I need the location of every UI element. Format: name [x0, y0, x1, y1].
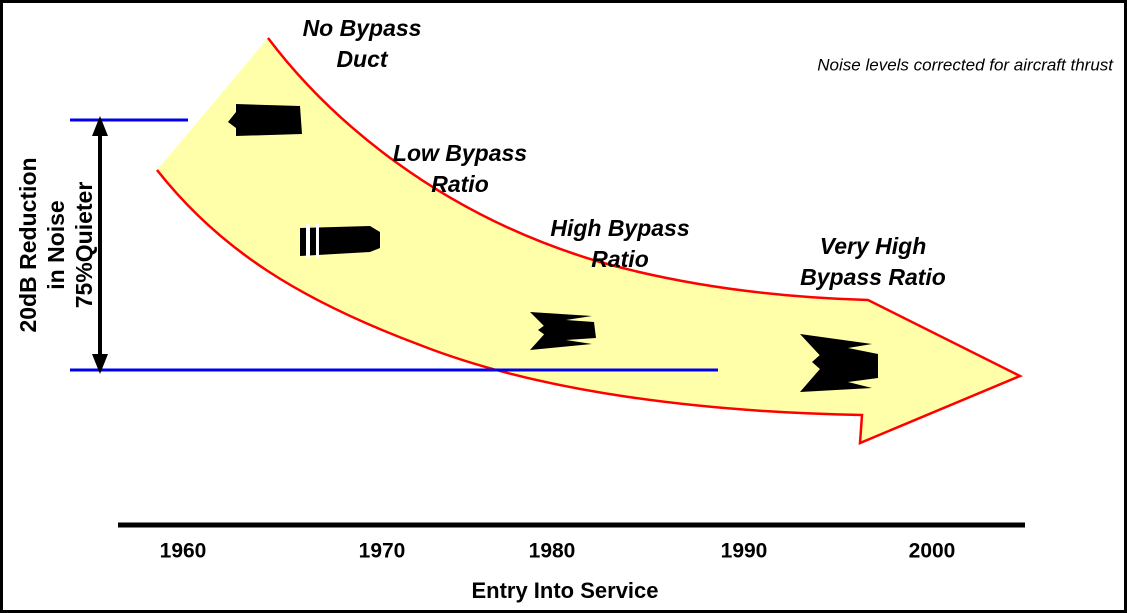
engine-icon: [300, 224, 380, 258]
arrow-fill: [157, 38, 1020, 443]
arrow-outline: [156, 37, 1023, 445]
engine-label: Very High: [820, 233, 927, 259]
year-label: 1960: [160, 540, 207, 563]
engine-label: Ratio: [591, 246, 649, 272]
reduction-label: 20dB Reduction: [15, 157, 41, 332]
engine-label: Bypass Ratio: [800, 264, 946, 290]
year-label: 1970: [359, 540, 406, 563]
engine-label: Ratio: [431, 171, 489, 197]
engine-label: No Bypass: [303, 15, 422, 41]
reduction-arrow-head: [92, 116, 108, 136]
x-axis-title: Entry Into Service: [471, 578, 658, 603]
engine-label: High Bypass: [550, 215, 689, 241]
reduction-label: in Noise: [43, 200, 69, 289]
engine-icon: [530, 312, 596, 350]
note: Noise levels corrected for aircraft thru…: [817, 55, 1114, 74]
engine-label: Low Bypass: [393, 140, 527, 166]
engine-icon: [800, 334, 878, 392]
year-label: 2000: [909, 540, 956, 563]
year-label: 1990: [721, 540, 768, 563]
reduction-label: 75%Quieter: [71, 182, 97, 309]
year-label: 1980: [529, 540, 576, 563]
reduction-arrow-head: [92, 354, 108, 374]
engine-label: Duct: [336, 46, 388, 72]
engine-icon: [228, 104, 302, 136]
